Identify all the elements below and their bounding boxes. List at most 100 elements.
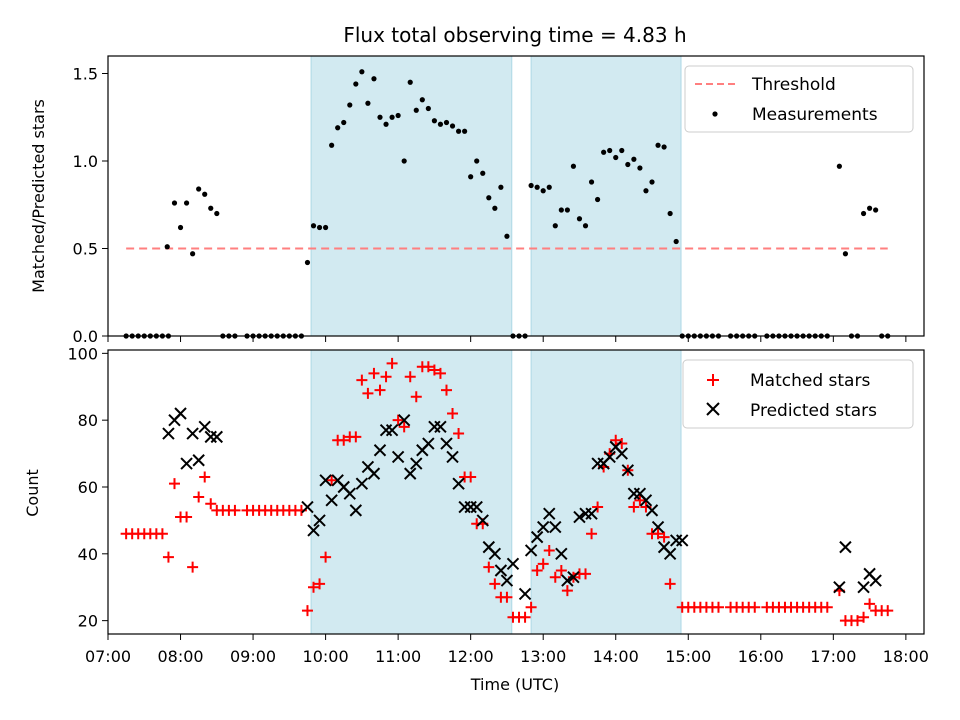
predicted-star-point [307, 524, 320, 537]
measurement-point [335, 125, 341, 131]
count-y-tick-label: 20 [78, 612, 98, 631]
predicted-star-point [343, 487, 356, 500]
predicted-star-point [355, 477, 369, 490]
matched-star-point [555, 565, 567, 577]
predicted-star-point [603, 450, 616, 464]
predicted-star-point [470, 500, 483, 514]
x-tick-label: 18:00 [883, 647, 929, 666]
predicted-star-point [301, 500, 314, 514]
matched-star-point [664, 578, 676, 590]
matched-star-point [543, 544, 555, 556]
measurement-point [498, 184, 504, 190]
ratio-axes-frame [107, 55, 925, 337]
matched-star-point [181, 511, 193, 523]
matched-star-point [465, 471, 477, 483]
matched-star-point [519, 611, 531, 623]
measurement-point [383, 121, 389, 127]
measurement-point [196, 186, 202, 192]
ratio-legend-box [684, 65, 914, 133]
measurement-point [177, 224, 184, 231]
ratio-y-axis-label: Matched/Predicted stars [29, 99, 48, 293]
matched-star-point [525, 601, 537, 613]
measurement-point [413, 107, 419, 113]
matched-star-point [428, 364, 440, 376]
matched-star-point [858, 611, 870, 623]
measurement-point [601, 149, 607, 155]
x-tick-label: 17:00 [810, 647, 856, 666]
chart-title: Flux total observing time = 4.83 h [343, 23, 686, 47]
ratio-y-tick-label: 1.0 [73, 152, 98, 171]
matched-star-point [447, 407, 459, 419]
predicted-star-point [325, 494, 338, 507]
measurement-point [431, 118, 437, 124]
matched-star-point [156, 528, 168, 540]
count-y-tick-label: 40 [78, 545, 98, 564]
matched-star-point [580, 568, 592, 580]
measurement-point [341, 119, 347, 126]
measurement-point [419, 97, 425, 103]
matched-star-point [162, 551, 174, 563]
measurement-point [208, 205, 214, 211]
predicted-star-point [162, 427, 175, 440]
measurement-point [655, 142, 661, 148]
predicted-star-point [494, 564, 508, 577]
predicted-star-point [567, 570, 580, 584]
predicted-star-point [210, 430, 224, 444]
predicted-star-point [391, 450, 405, 464]
matched-star-point [537, 558, 549, 570]
predicted-star-point [349, 504, 363, 517]
matched-star-point [404, 371, 416, 383]
measurement-point [528, 182, 534, 189]
legend-predicted-label: Predicted stars [750, 401, 877, 421]
measurement-point [316, 224, 323, 231]
predicted-star-point [440, 437, 453, 450]
measurement-point [540, 188, 546, 194]
predicted-star-point [536, 520, 550, 534]
predicted-star-point [573, 510, 586, 524]
predicted-star-point [869, 574, 882, 587]
measurement-point [468, 174, 474, 180]
measurement-point [347, 102, 353, 108]
measurement-point [661, 144, 667, 150]
predicted-star-point [198, 420, 211, 434]
matched-star-point [205, 498, 217, 510]
x-tick-label: 13:00 [520, 647, 566, 666]
legend-matched-plus-icon [707, 374, 719, 386]
predicted-star-point [422, 437, 435, 450]
measurement-point [359, 69, 365, 75]
predicted-star-point [204, 430, 217, 444]
matched-star-point [489, 578, 501, 590]
predicted-star-point [434, 420, 447, 434]
matched-star-point [501, 591, 513, 603]
predicted-star-point [500, 574, 514, 587]
matched-star-point [350, 431, 362, 443]
x-axis-label: Time (UTC) [470, 675, 559, 694]
matched-star-point [362, 387, 374, 399]
predicted-star-point [645, 504, 659, 517]
predicted-star-point [543, 507, 556, 520]
ratio-shaded-region-1 [530, 55, 682, 337]
measurement-point [329, 142, 335, 148]
measurement-point [637, 165, 643, 171]
count-y-tick-label: 60 [78, 478, 98, 497]
matched-star-point [386, 357, 398, 369]
measurement-point [474, 158, 480, 164]
matched-star-point [852, 615, 864, 627]
predicted-star-point [410, 457, 423, 470]
measurement-point [214, 210, 220, 217]
measurement-point [377, 114, 383, 120]
predicted-star-point [524, 544, 538, 557]
predicted-star-point [833, 581, 846, 594]
measurement-point [455, 128, 462, 134]
matched-star-point [356, 374, 368, 386]
count-panel: 20 40 60 80 100 07:00 08:00 09:00 10:00 11:00 12:0… [23, 344, 929, 694]
matched-star-point [483, 561, 495, 573]
measurement-point [437, 121, 444, 127]
measurement-point [631, 156, 637, 162]
matched-star-point [308, 581, 320, 593]
matched-star-point [314, 578, 326, 590]
x-tick-label: 15:00 [665, 647, 711, 666]
predicted-star-point [313, 514, 326, 527]
measurement-point [534, 184, 540, 190]
predicted-star-point [621, 464, 635, 477]
